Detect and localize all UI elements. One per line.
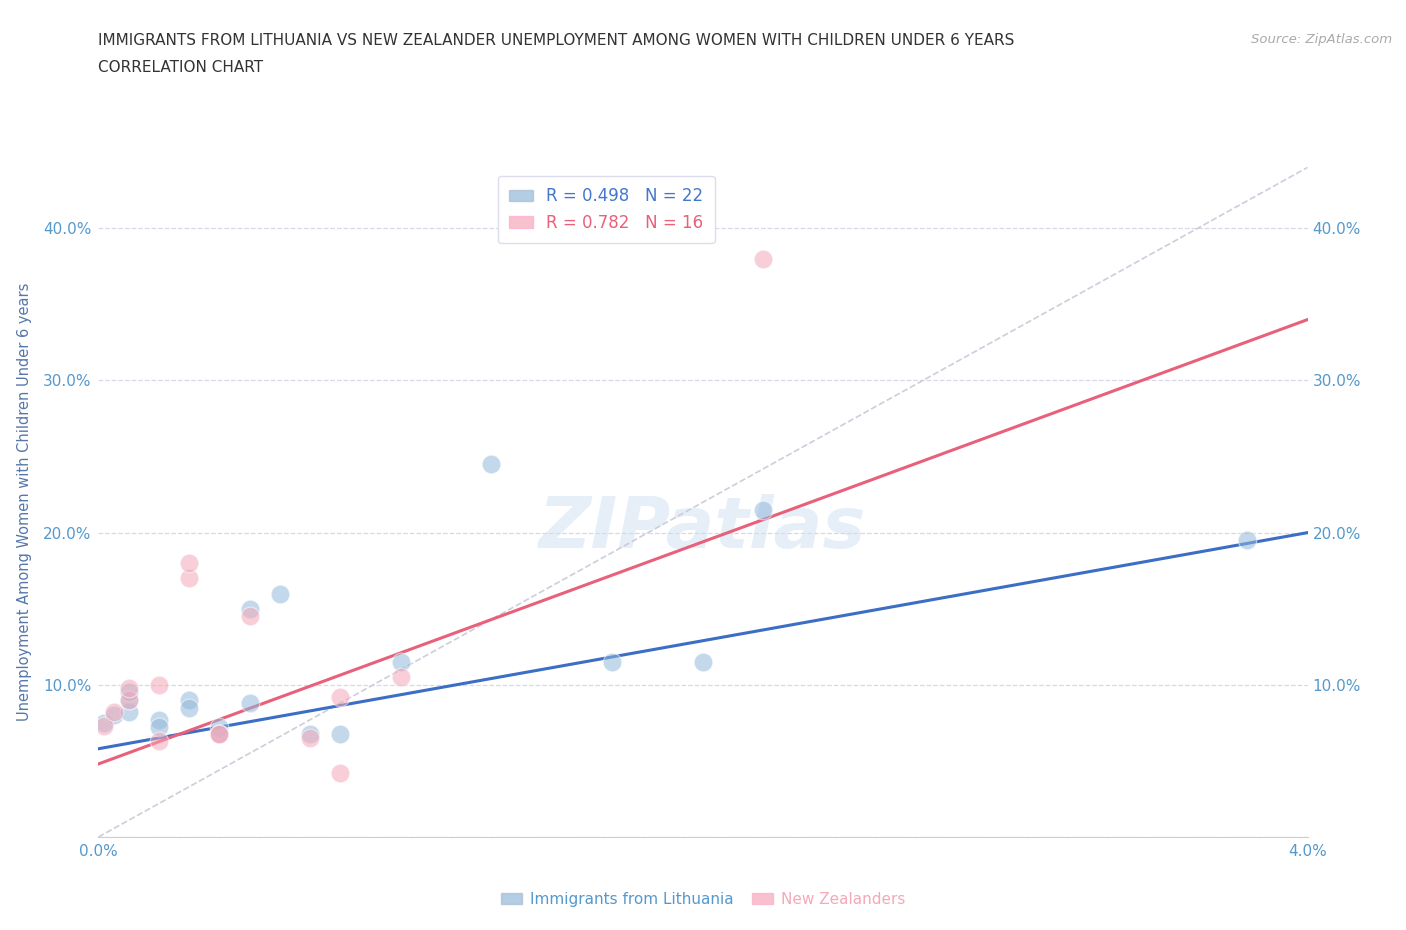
Point (148, 712, 170, 727)
Point (118, 685, 141, 700)
Point (329, 726, 352, 741)
Text: Source: ZipAtlas.com: Source: ZipAtlas.com (1251, 33, 1392, 46)
Point (118, 705, 141, 720)
Point (148, 720, 170, 735)
Legend: R = 0.498   N = 22, R = 0.782   N = 16: R = 0.498 N = 22, R = 0.782 N = 16 (498, 176, 714, 244)
Point (103, 705, 125, 720)
Point (299, 726, 322, 741)
Text: ZIPatlas: ZIPatlas (540, 495, 866, 564)
Point (148, 677, 170, 692)
Point (239, 609, 262, 624)
Point (93, 719, 115, 734)
Point (118, 681, 141, 696)
Point (692, 655, 714, 670)
Point (179, 555, 201, 570)
Point (752, 502, 775, 517)
Point (299, 731, 322, 746)
Point (208, 726, 231, 741)
Point (118, 693, 141, 708)
Text: IMMIGRANTS FROM LITHUANIA VS NEW ZEALANDER UNEMPLOYMENT AMONG WOMEN WITH CHILDRE: IMMIGRANTS FROM LITHUANIA VS NEW ZEALAND… (98, 33, 1015, 47)
Point (329, 689, 352, 704)
Point (103, 708, 125, 723)
Point (93, 715, 115, 730)
Point (329, 765, 352, 780)
Point (389, 670, 412, 684)
Point (752, 251, 775, 266)
Point (481, 457, 503, 472)
Point (118, 693, 141, 708)
Point (389, 655, 412, 670)
Point (239, 696, 262, 711)
Legend: Immigrants from Lithuania, New Zealanders: Immigrants from Lithuania, New Zealander… (495, 886, 911, 913)
Point (179, 693, 201, 708)
Point (208, 720, 231, 735)
Point (208, 726, 231, 741)
Y-axis label: Unemployment Among Women with Children Under 6 years: Unemployment Among Women with Children U… (17, 283, 32, 722)
Point (1236, 533, 1258, 548)
Point (148, 734, 170, 749)
Point (179, 700, 201, 715)
Point (239, 602, 262, 617)
Point (602, 655, 624, 670)
Point (179, 571, 201, 586)
Point (208, 726, 231, 741)
Text: CORRELATION CHART: CORRELATION CHART (98, 60, 263, 75)
Point (269, 586, 291, 601)
